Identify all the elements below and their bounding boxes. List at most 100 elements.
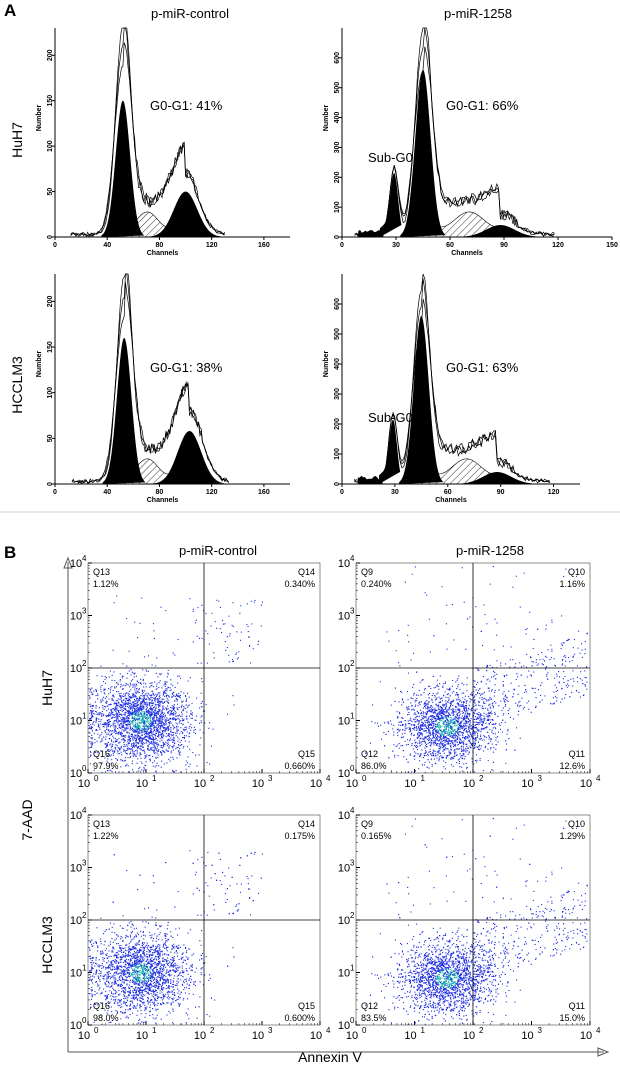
scatter-dot — [167, 705, 169, 707]
scatter-dot — [502, 771, 504, 773]
scatter-dot — [426, 713, 428, 715]
scatter-dot — [103, 724, 105, 726]
scatter-dot — [105, 682, 107, 684]
y-tick-exponent: 3 — [82, 607, 87, 616]
scatter-dot — [579, 696, 581, 698]
scatter-dot — [443, 729, 445, 731]
scatter-dot — [152, 693, 154, 695]
scatter-dot — [438, 723, 440, 725]
scatter-dot — [515, 702, 517, 704]
scatter-dot — [446, 648, 448, 650]
scatter-dot — [117, 753, 119, 755]
scatter-dot — [99, 727, 101, 729]
scatter-dot — [477, 692, 479, 694]
g0g1-annotation-hcclm3-mir1258: G0-G1: 63% — [446, 360, 519, 375]
scatter-dot — [452, 699, 454, 701]
scatter-dot — [128, 738, 130, 740]
y-tick-label: 10 — [70, 611, 82, 623]
scatter-dot — [467, 735, 469, 737]
scatter-dot — [444, 748, 446, 750]
scatter-dot — [143, 714, 145, 716]
scatter-dot — [144, 737, 146, 739]
scatter-dot — [135, 700, 137, 702]
scatter-dot — [451, 741, 453, 743]
scatter-dot — [449, 752, 451, 754]
scatter-dot — [201, 604, 203, 606]
scatter-dot — [457, 703, 459, 705]
scatter-dot — [142, 702, 144, 704]
scatter-dot — [122, 721, 124, 723]
scatter-dot — [438, 730, 440, 732]
scatter-dot — [167, 719, 169, 721]
scatter-dot — [154, 726, 156, 728]
scatter-dot — [418, 703, 420, 705]
scatter-dot — [473, 690, 475, 692]
scatter-dot — [134, 691, 136, 693]
scatter-dot — [461, 766, 463, 768]
scatter-dot — [452, 720, 454, 722]
scatter-dot — [434, 732, 436, 734]
scatter-dot — [155, 730, 157, 732]
scatter-dot — [127, 723, 129, 725]
scatter-dot — [126, 709, 128, 711]
y-tick-label: 150 — [47, 341, 54, 353]
scatter-dot — [148, 699, 150, 701]
scatter-dot — [458, 742, 460, 744]
scatter-dot — [494, 671, 496, 673]
scatter-dot — [433, 742, 435, 744]
scatter-dot — [92, 704, 94, 706]
scatter-dot — [479, 720, 481, 722]
scatter-dot — [151, 742, 153, 744]
scatter-dot — [106, 715, 108, 717]
scatter-dot — [457, 715, 459, 717]
scatter-dot — [135, 729, 137, 731]
scatter-dot — [424, 771, 426, 773]
scatter-dot — [453, 750, 455, 752]
scatter-dot — [124, 695, 126, 697]
scatter-dot — [113, 751, 115, 753]
scatter-dot — [112, 741, 114, 743]
scatter-dot — [447, 740, 449, 742]
scatter-dot — [506, 733, 508, 735]
scatter-dot — [152, 703, 154, 705]
scatter-dot — [91, 745, 93, 747]
scatter-dot — [422, 725, 424, 727]
scatter-dot — [561, 664, 563, 666]
y-tick-label: 200 — [47, 295, 54, 307]
scatter-dot — [148, 727, 150, 729]
scatter-dot — [485, 722, 487, 724]
scatter-dot — [490, 719, 492, 721]
cell-cycle-plot-hcclm3-mir1258: 0 30 60 90 1200100200300400500600ChannelsNum… — [323, 273, 580, 504]
scatter-dot — [146, 699, 148, 701]
scatter-dot — [185, 699, 187, 701]
scatter-dot — [130, 713, 132, 715]
scatter-dot — [145, 705, 147, 707]
scatter-dot — [156, 729, 158, 731]
scatter-dot — [194, 622, 196, 624]
scatter-dot — [170, 712, 172, 714]
scatter-dot — [429, 709, 431, 711]
scatter-dot — [93, 769, 95, 771]
scatter-dot — [261, 601, 263, 603]
scatter-dot — [97, 693, 99, 695]
scatter-dot — [431, 727, 433, 729]
scatter-dot — [118, 742, 120, 744]
scatter-dot — [141, 705, 143, 707]
scatter-dot — [393, 731, 395, 733]
scatter-dot — [112, 730, 114, 732]
scatter-dot — [120, 751, 122, 753]
scatter-dot — [103, 696, 105, 698]
x-tick-exponent: 1 — [152, 774, 157, 783]
scatter-dot — [151, 684, 153, 686]
scatter-dot — [436, 693, 438, 695]
scatter-dot — [521, 697, 523, 699]
scatter-dot — [137, 733, 139, 735]
scatter-dot — [436, 744, 438, 746]
scatter-dot — [142, 742, 144, 744]
scatter-dot — [162, 705, 164, 707]
scatter-dot — [410, 697, 412, 699]
scatter-dot — [466, 710, 468, 712]
scatter-dot — [167, 699, 169, 701]
scatter-dot — [176, 700, 178, 702]
scatter-dot — [172, 756, 174, 758]
